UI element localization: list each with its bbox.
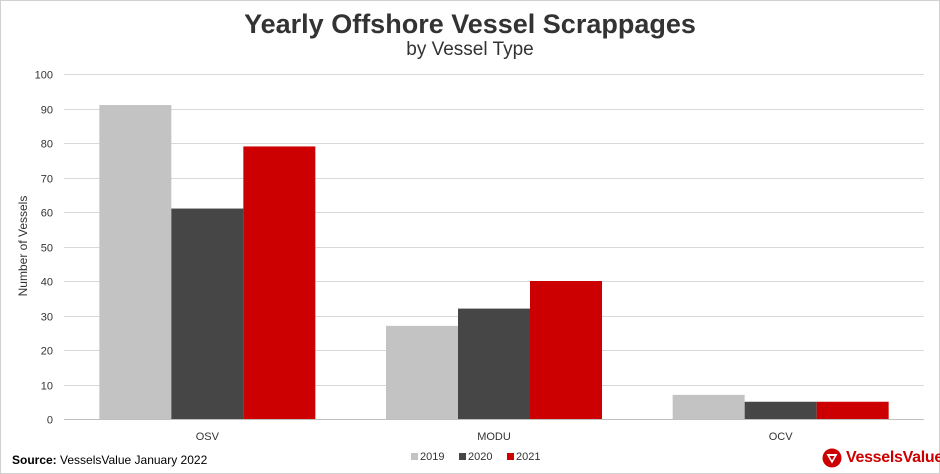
logo-text: VesselsValue bbox=[846, 449, 940, 466]
y-tick-label: 0 bbox=[47, 415, 53, 427]
source-text: VesselsValue January 2022 bbox=[60, 453, 208, 467]
x-tick-label: OSV bbox=[196, 431, 220, 443]
legend-swatch-2020 bbox=[459, 453, 466, 460]
bar-osv-2021 bbox=[243, 146, 316, 419]
y-tick-label: 40 bbox=[41, 277, 53, 289]
legend-swatch-2021 bbox=[507, 453, 514, 460]
y-tick-label: 70 bbox=[41, 174, 53, 186]
y-tick-label: 60 bbox=[41, 208, 53, 220]
y-tick-label: 90 bbox=[41, 105, 53, 117]
chart-subtitle: by Vessel Type bbox=[406, 39, 534, 60]
bar-ocv-2020 bbox=[744, 401, 817, 419]
y-tick-label: 30 bbox=[41, 312, 53, 324]
chart-title: Yearly Offshore Vessel Scrappages bbox=[244, 9, 696, 39]
bar-ocv-2019 bbox=[672, 394, 745, 419]
y-tick-label: 10 bbox=[41, 381, 53, 393]
bar-osv-2020 bbox=[171, 208, 244, 419]
y-tick-label: 100 bbox=[35, 70, 53, 82]
source-label: Source: bbox=[12, 453, 57, 467]
bar-modu-2021 bbox=[530, 281, 602, 419]
bar-modu-2019 bbox=[386, 325, 458, 419]
bar-ocv-2021 bbox=[816, 401, 889, 419]
y-axis-label: Number of Vessels bbox=[16, 196, 30, 297]
legend-label: 2021 bbox=[516, 451, 540, 463]
source-note: Source: VesselsValue January 2022 bbox=[12, 453, 207, 467]
y-tick-label: 20 bbox=[41, 346, 53, 358]
vesselsvalue-logo: VesselsValue bbox=[822, 448, 940, 468]
x-tick-label: OCV bbox=[769, 431, 794, 443]
y-tick-label: 50 bbox=[41, 243, 53, 255]
bar-modu-2020 bbox=[458, 308, 530, 419]
bar-osv-2019 bbox=[99, 105, 172, 420]
legend-swatch-2019 bbox=[411, 453, 418, 460]
vesselsvalue-triangle-logo-icon bbox=[822, 448, 842, 468]
y-tick-label: 80 bbox=[41, 139, 53, 151]
x-tick-label: MODU bbox=[477, 431, 511, 443]
legend-label: 2019 bbox=[420, 451, 444, 463]
legend-label: 2020 bbox=[468, 451, 492, 463]
